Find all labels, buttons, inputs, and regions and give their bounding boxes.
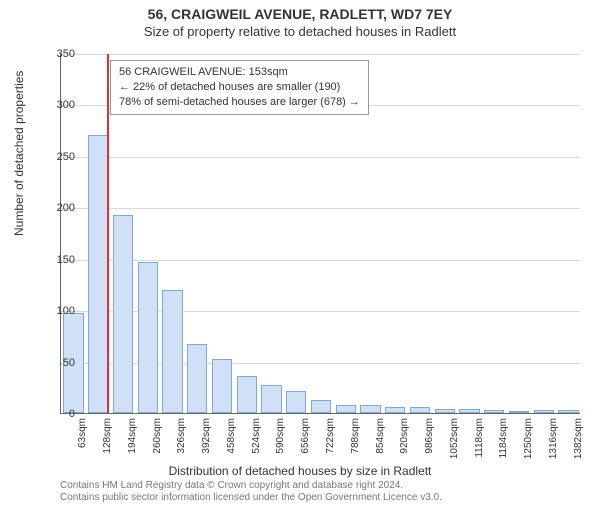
x-tick-label: 986sqm: [424, 418, 435, 454]
bar: [385, 407, 405, 413]
x-tick-label: 63sqm: [77, 418, 88, 448]
footer: Contains HM Land Registry data © Crown c…: [60, 480, 442, 504]
y-axis-label: Number of detached properties: [12, 71, 26, 236]
y-tick-label: 100: [57, 305, 75, 317]
page-title: 56, CRAIGWEIL AVENUE, RADLETT, WD7 7EY: [0, 6, 600, 22]
x-tick-label: 590sqm: [275, 418, 286, 454]
info-box: 56 CRAIGWEIL AVENUE: 153sqm ← 22% of det…: [110, 60, 369, 115]
y-tick-label: 350: [57, 48, 75, 60]
x-tick-label: 854sqm: [375, 418, 386, 454]
y-tick-label: 250: [57, 151, 75, 163]
y-tick-label: 300: [57, 99, 75, 111]
x-tick-label: 656sqm: [300, 418, 311, 454]
gridline: [61, 208, 580, 209]
x-tick-label: 392sqm: [201, 418, 212, 454]
bar: [311, 400, 331, 413]
chart-container: 56, CRAIGWEIL AVENUE, RADLETT, WD7 7EY S…: [0, 6, 600, 506]
y-tick-label: 200: [57, 202, 75, 214]
bar: [360, 405, 380, 413]
x-tick-label: 1184sqm: [498, 418, 509, 458]
bar: [162, 290, 182, 413]
x-tick-label: 1382sqm: [573, 418, 584, 459]
x-tick-label: 920sqm: [399, 418, 410, 454]
bar: [138, 262, 158, 413]
x-tick-label: 1316sqm: [548, 418, 559, 459]
x-tick-label: 524sqm: [251, 418, 262, 454]
bar: [113, 215, 133, 414]
bar: [484, 410, 504, 413]
bar: [459, 409, 479, 413]
bar: [88, 135, 108, 413]
bar: [558, 410, 578, 413]
bar: [261, 385, 281, 413]
y-tick-label: 50: [63, 357, 75, 369]
bar: [435, 409, 455, 413]
bar: [187, 344, 207, 413]
footer-line-1: Contains HM Land Registry data © Crown c…: [60, 480, 442, 492]
x-tick-label: 194sqm: [127, 418, 138, 454]
bar: [237, 376, 257, 413]
x-tick-label: 722sqm: [325, 418, 336, 454]
bar: [534, 410, 554, 413]
y-tick-label: 150: [57, 254, 75, 266]
footer-line-2: Contains public sector information licen…: [60, 492, 442, 504]
info-line-3: 78% of semi-detached houses are larger (…: [119, 95, 360, 110]
x-tick-label: 128sqm: [102, 418, 113, 454]
gridline: [61, 157, 580, 158]
gridline: [61, 260, 580, 261]
x-axis-label: Distribution of detached houses by size …: [0, 464, 600, 478]
x-tick-label: 1250sqm: [523, 418, 534, 459]
x-tick-label: 788sqm: [350, 418, 361, 454]
property-marker-line: [107, 54, 109, 413]
bar: [336, 405, 356, 413]
gridline: [61, 54, 580, 55]
x-tick-label: 1052sqm: [449, 418, 460, 459]
x-tick-label: 260sqm: [152, 418, 163, 454]
bar: [212, 359, 232, 414]
bar: [509, 411, 529, 413]
info-line-2: ← 22% of detached houses are smaller (19…: [119, 80, 360, 95]
x-tick-label: 326sqm: [176, 418, 187, 454]
bar: [286, 391, 306, 413]
page-subtitle: Size of property relative to detached ho…: [0, 24, 600, 39]
y-tick-label: 0: [69, 408, 75, 420]
info-line-1: 56 CRAIGWEIL AVENUE: 153sqm: [119, 65, 360, 80]
bar: [410, 407, 430, 413]
x-tick-label: 1118sqm: [474, 418, 485, 458]
x-tick-label: 458sqm: [226, 418, 237, 454]
chart-plot-area: 63sqm128sqm194sqm260sqm326sqm392sqm458sq…: [60, 54, 580, 414]
